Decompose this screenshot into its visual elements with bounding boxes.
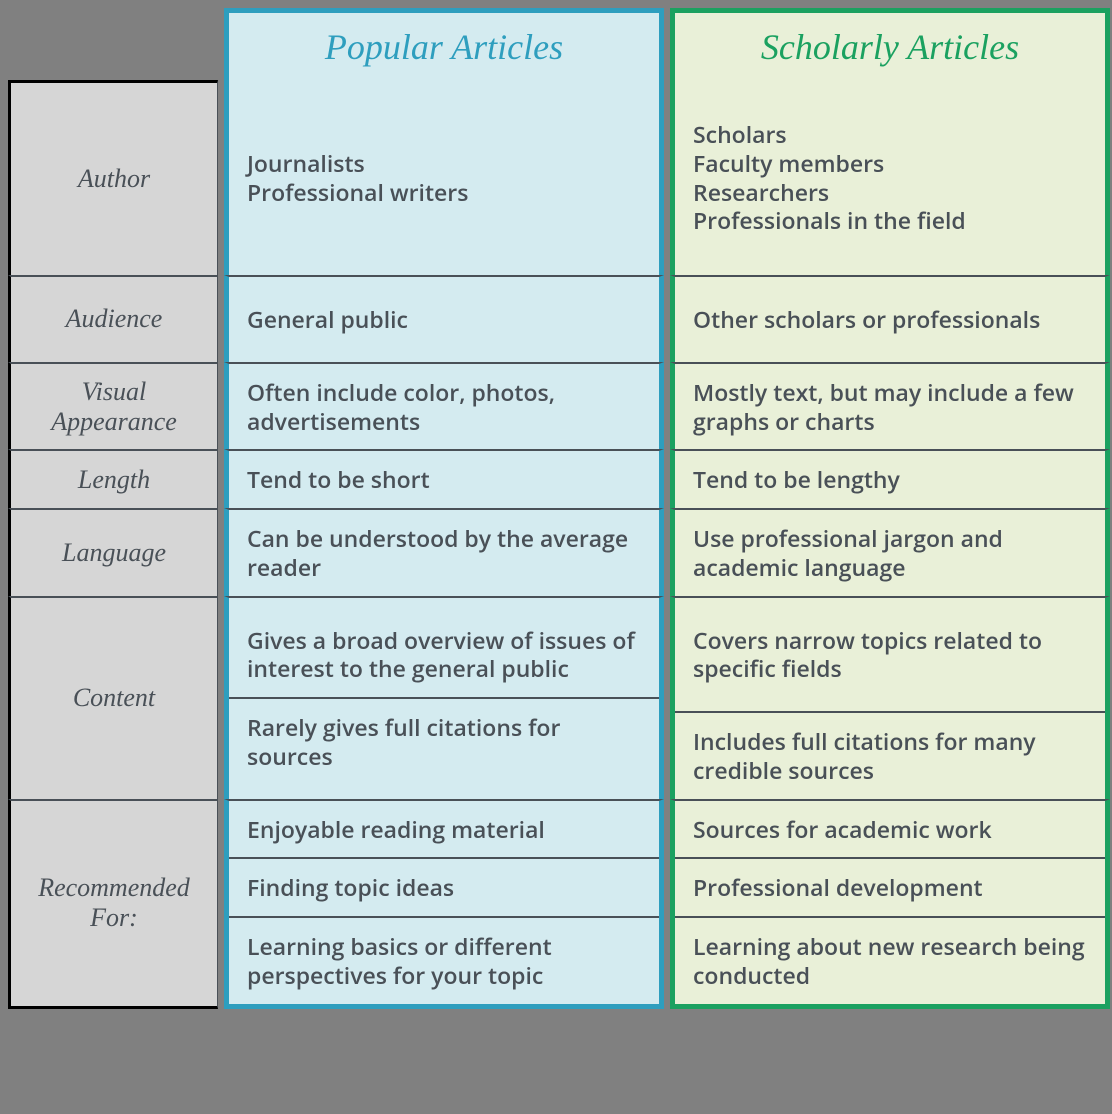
comparison-table: Popular Articles Scholarly Articles Auth… (8, 8, 1104, 1023)
cell-author-scholarly: ScholarsFaculty membersResearchersProfes… (670, 80, 1110, 275)
cell-text: Can be understood by the average reader (229, 510, 659, 596)
cell-length-popular: Tend to be short (224, 449, 664, 508)
header-blank (8, 8, 218, 80)
row-label-recommended: Recommended For: (8, 799, 218, 1009)
cell-content-scholarly: Covers narrow topics related to specific… (670, 596, 1110, 799)
cell-language-scholarly: Use professional jargon and academic lan… (670, 508, 1110, 596)
row-label-author: Author (8, 80, 218, 275)
cell-text: Mostly text, but may include a few graph… (675, 364, 1105, 450)
cell-text: Gives a broad overview of issues of inte… (229, 612, 659, 698)
header-popular: Popular Articles (224, 8, 664, 80)
cell-text: Often include color, photos, advertiseme… (229, 364, 659, 450)
cell-audience-scholarly: Other scholars or professionals (670, 275, 1110, 362)
cell-recommended-popular: Enjoyable reading material Finding topic… (224, 799, 664, 1009)
cell-text: Includes full citations for many credibl… (675, 711, 1105, 799)
row-label-visual: Visual Appearance (8, 362, 218, 450)
row-label-length: Length (8, 449, 218, 508)
cell-length-scholarly: Tend to be lengthy (670, 449, 1110, 508)
cell-text: Finding topic ideas (229, 857, 659, 916)
cell-visual-popular: Often include color, photos, advertiseme… (224, 362, 664, 450)
cell-text: ScholarsFaculty membersResearchersProfes… (675, 80, 1105, 275)
cell-author-popular: JournalistsProfessional writers (224, 80, 664, 275)
row-label-audience: Audience (8, 275, 218, 362)
cell-content-popular: Gives a broad overview of issues of inte… (224, 596, 664, 799)
cell-text: Enjoyable reading material (229, 801, 659, 858)
cell-language-popular: Can be understood by the average reader (224, 508, 664, 596)
cell-text: Use professional jargon and academic lan… (675, 510, 1105, 596)
cell-audience-popular: General public (224, 275, 664, 362)
header-scholarly: Scholarly Articles (670, 8, 1110, 80)
cell-text: JournalistsProfessional writers (229, 109, 659, 247)
cell-text: Other scholars or professionals (675, 291, 1105, 348)
cell-text: Covers narrow topics related to specific… (675, 598, 1105, 712)
row-label-language: Language (8, 508, 218, 596)
cell-text: Professional development (675, 857, 1105, 916)
cell-recommended-scholarly: Sources for academic work Professional d… (670, 799, 1110, 1009)
cell-text: General public (229, 277, 659, 362)
cell-visual-scholarly: Mostly text, but may include a few graph… (670, 362, 1110, 450)
bottom-bar (8, 1009, 1110, 1023)
cell-text: Tend to be lengthy (675, 451, 1105, 508)
cell-text: Learning about new research being conduc… (675, 916, 1105, 1004)
cell-text: Sources for academic work (675, 801, 1105, 858)
cell-text: Learning basics or different perspective… (229, 916, 659, 1004)
cell-text: Tend to be short (229, 451, 659, 508)
row-label-content: Content (8, 596, 218, 799)
cell-text: Rarely gives full citations for sources (229, 697, 659, 785)
